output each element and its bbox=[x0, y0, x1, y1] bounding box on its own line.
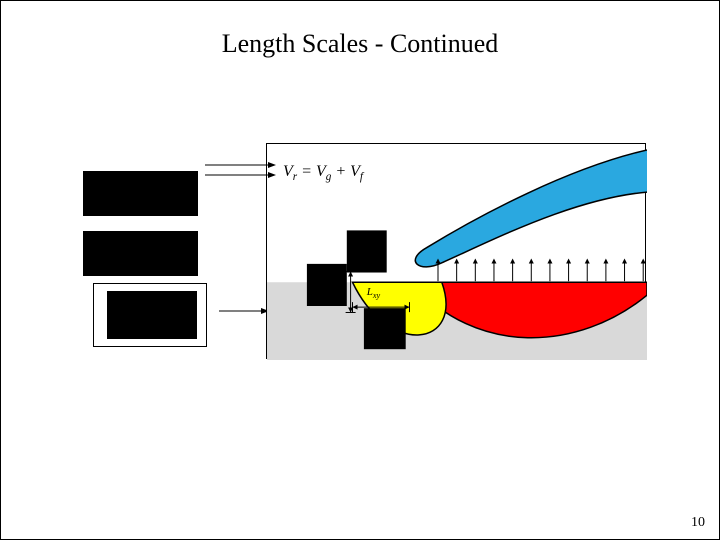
legend-box-1 bbox=[83, 171, 198, 216]
flame-diagram-svg bbox=[267, 144, 647, 360]
flame-diagram bbox=[266, 143, 646, 359]
page-number: 10 bbox=[691, 515, 705, 531]
slide-frame: Length Scales - Continued Vr = Vg + Vf V… bbox=[0, 0, 720, 540]
label-lxy: Lxy bbox=[367, 286, 380, 300]
slide-title: Length Scales - Continued bbox=[1, 29, 719, 59]
arrow-vf bbox=[219, 306, 271, 316]
legend-box-2 bbox=[83, 231, 198, 276]
legend-box-3 bbox=[107, 291, 197, 339]
